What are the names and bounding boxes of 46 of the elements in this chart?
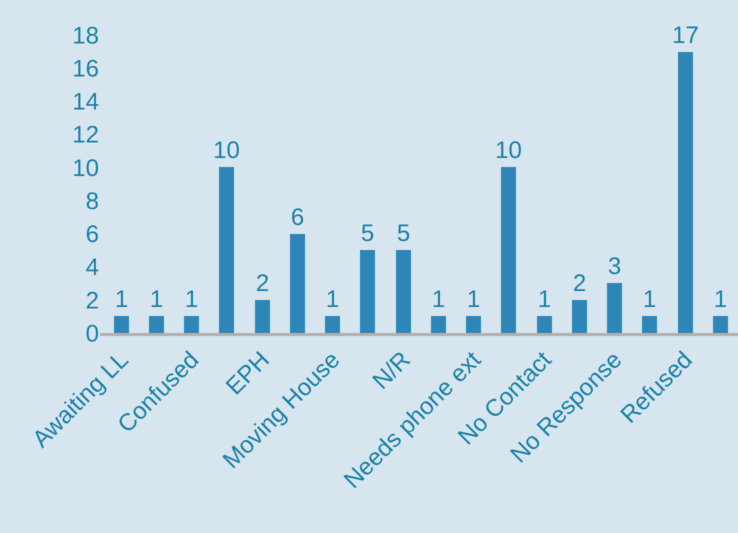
data-label: 1 <box>642 286 656 313</box>
bar <box>642 316 657 333</box>
data-label: 5 <box>360 220 374 247</box>
y-tick-label: 6 <box>86 221 99 248</box>
bar <box>431 316 446 333</box>
data-label: 10 <box>495 137 522 164</box>
bar <box>396 250 411 333</box>
bar <box>572 300 587 333</box>
y-tick-label: 0 <box>86 320 99 348</box>
bar <box>114 316 129 333</box>
data-label: 1 <box>326 286 340 313</box>
data-label: 1 <box>432 286 446 313</box>
y-tick-label: 10 <box>72 154 99 182</box>
bar <box>360 250 375 333</box>
data-label: 1 <box>538 286 552 313</box>
data-label: 17 <box>672 22 699 49</box>
y-tick-label: 8 <box>86 188 99 215</box>
data-label: 2 <box>572 270 586 297</box>
data-label: 3 <box>608 253 622 280</box>
bar <box>219 167 234 333</box>
bar <box>501 167 516 333</box>
data-label: 1 <box>184 286 198 313</box>
bar <box>466 316 481 333</box>
bar <box>325 316 340 333</box>
bar <box>290 234 305 333</box>
bar <box>713 316 728 333</box>
data-label: 1 <box>150 286 164 313</box>
y-tick-label: 12 <box>72 122 99 149</box>
y-tick-label: 18 <box>72 22 99 50</box>
bar <box>678 52 693 333</box>
bar <box>149 316 164 333</box>
data-label: 6 <box>290 204 304 231</box>
data-label: 10 <box>213 137 240 164</box>
y-tick-label: 4 <box>86 254 99 282</box>
y-tick-label: 14 <box>72 88 99 116</box>
y-tick-label: 16 <box>72 56 99 83</box>
bar <box>537 316 552 333</box>
data-label: 5 <box>396 220 410 247</box>
bar <box>184 316 199 333</box>
data-label: 1 <box>714 286 728 313</box>
y-tick-label: 2 <box>86 287 99 314</box>
data-label: 1 <box>466 286 480 313</box>
data-label: 1 <box>114 286 128 313</box>
data-label: 2 <box>256 270 270 297</box>
bar <box>607 283 622 333</box>
bar <box>255 300 270 333</box>
